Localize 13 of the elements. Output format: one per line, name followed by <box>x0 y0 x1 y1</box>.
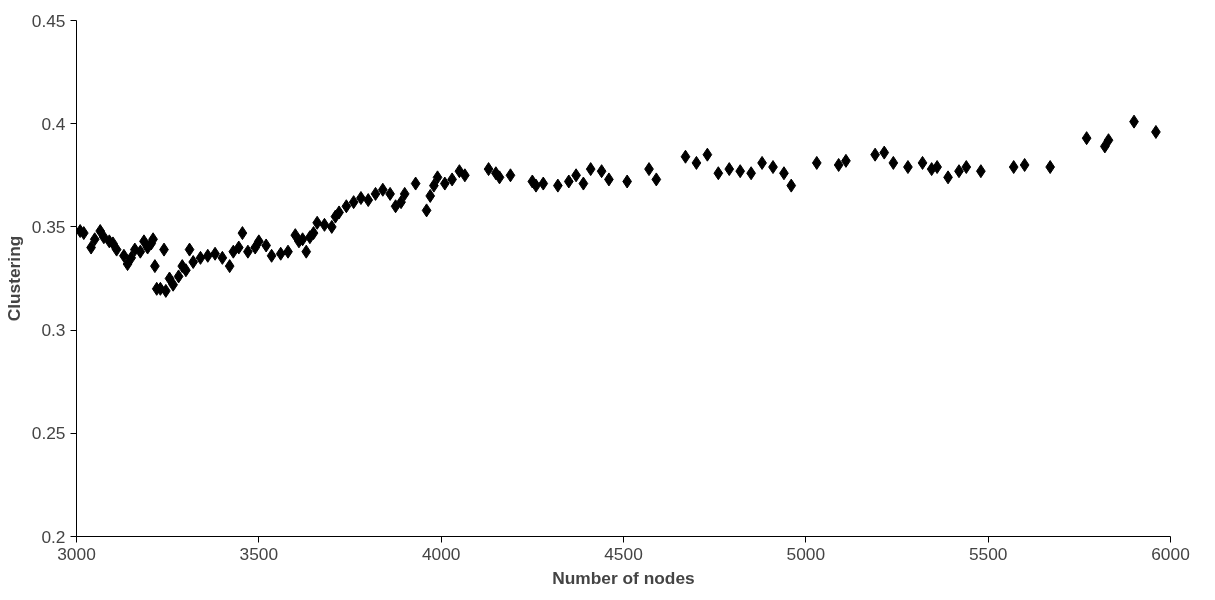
x-tick-label: 5500 <box>968 543 1008 564</box>
x-tick-label: 4500 <box>604 543 643 564</box>
y-tick-label: 0.3 <box>41 320 66 341</box>
x-tick-label: 4000 <box>421 543 461 564</box>
y-tick-label: 0.4 <box>41 113 66 134</box>
x-tick-label: 5000 <box>786 543 826 564</box>
x-axis-title: Number of nodes <box>552 567 695 588</box>
y-tick-label: 0.35 <box>31 216 66 237</box>
y-axis-title: Clustering <box>3 235 24 322</box>
x-tick-label: 3500 <box>239 543 279 564</box>
y-tick-label: 0.25 <box>31 423 66 444</box>
x-tick-label: 6000 <box>1151 543 1190 564</box>
y-tick-label: 0.45 <box>31 10 66 31</box>
